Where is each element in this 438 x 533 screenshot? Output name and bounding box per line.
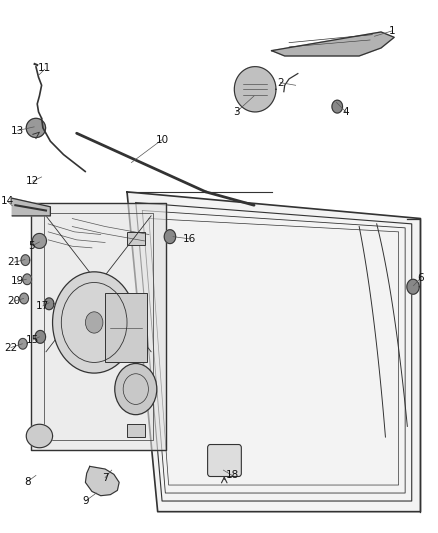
Polygon shape: [407, 279, 419, 294]
Text: 4: 4: [343, 107, 350, 117]
Polygon shape: [32, 233, 46, 248]
Polygon shape: [164, 230, 176, 244]
Polygon shape: [26, 424, 53, 448]
Text: 19: 19: [11, 277, 24, 286]
Polygon shape: [35, 330, 46, 343]
Text: 10: 10: [155, 135, 169, 144]
FancyBboxPatch shape: [208, 445, 241, 477]
Text: 14: 14: [1, 197, 14, 206]
Text: 18: 18: [226, 471, 239, 480]
Text: 3: 3: [233, 107, 240, 117]
Bar: [127, 424, 145, 437]
Text: 9: 9: [82, 496, 89, 506]
Text: 20: 20: [7, 296, 21, 306]
Polygon shape: [26, 118, 46, 138]
Text: 16: 16: [183, 234, 196, 244]
Text: 15: 15: [26, 335, 39, 345]
Polygon shape: [272, 32, 394, 56]
Text: 11: 11: [38, 63, 51, 73]
Text: 7: 7: [102, 473, 109, 482]
Text: 8: 8: [24, 477, 31, 487]
Text: 21: 21: [7, 257, 21, 267]
Polygon shape: [18, 338, 27, 349]
Polygon shape: [234, 67, 276, 112]
FancyBboxPatch shape: [105, 293, 147, 362]
Circle shape: [53, 272, 136, 373]
Text: 17: 17: [36, 301, 49, 311]
Polygon shape: [20, 293, 28, 304]
Text: 1: 1: [389, 26, 396, 36]
Polygon shape: [23, 274, 32, 285]
Polygon shape: [31, 203, 166, 450]
Circle shape: [85, 312, 103, 333]
Polygon shape: [12, 198, 50, 216]
Text: 13: 13: [11, 126, 24, 135]
Circle shape: [115, 364, 157, 415]
Text: 22: 22: [4, 343, 18, 352]
Text: 5: 5: [28, 241, 35, 251]
Text: 6: 6: [417, 273, 424, 283]
Text: 2: 2: [277, 78, 284, 87]
Bar: [127, 232, 145, 245]
Polygon shape: [44, 298, 54, 310]
Text: 12: 12: [26, 176, 39, 186]
Polygon shape: [85, 466, 119, 496]
Polygon shape: [21, 255, 30, 265]
Polygon shape: [127, 192, 420, 512]
Polygon shape: [332, 100, 343, 113]
